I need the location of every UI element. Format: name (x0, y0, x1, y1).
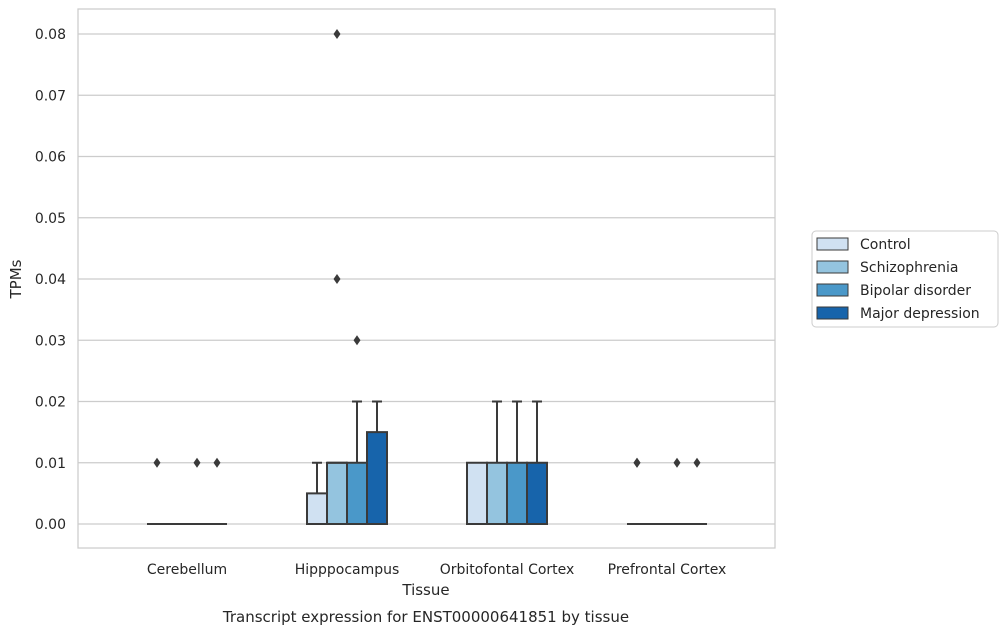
outlier-point (633, 457, 641, 468)
box-group (667, 457, 687, 525)
plot-frame (77, 8, 776, 549)
x-axis-label: Tissue (401, 581, 449, 599)
box-group (326, 29, 348, 525)
box-rect (506, 461, 528, 525)
box-group (486, 400, 508, 525)
y-tick-label: 0.07 (35, 88, 66, 104)
box-group (187, 457, 207, 525)
y-tick-label: 0.08 (35, 27, 66, 43)
x-tick-label: Cerebellum (147, 562, 227, 578)
box-plot-layer (147, 29, 707, 525)
y-tick-label: 0.05 (35, 211, 66, 227)
x-tick-label: Orbitofontal Cortex (440, 562, 575, 578)
box-rect (366, 431, 388, 525)
legend-label: Major depression (860, 306, 980, 322)
outlier-point (213, 457, 221, 468)
box-rect (346, 461, 368, 525)
box-group (366, 400, 388, 525)
legend-label: Control (860, 237, 911, 253)
y-tick-label: 0.02 (35, 395, 66, 411)
box-group (526, 400, 548, 525)
legend: Control Schizophrenia Bipolar disorder Majo… (811, 230, 999, 328)
x-tick-label: Hipppocampus (295, 562, 400, 578)
legend-swatch (816, 306, 849, 320)
legend-swatch (816, 283, 849, 297)
outlier-point (693, 457, 701, 468)
box-rect (526, 461, 548, 525)
y-tick-label: 0.03 (35, 333, 66, 349)
box-group (687, 457, 707, 525)
box-group (306, 461, 328, 525)
legend-label: Schizophrenia (860, 260, 958, 276)
box-group (506, 400, 528, 525)
outlier-point (333, 274, 341, 284)
box-rect (306, 492, 328, 525)
box-rect (326, 461, 348, 525)
grid-lines (78, 33, 775, 525)
box-group (627, 457, 647, 525)
chart-caption: Transcript expression for ENST0000064185… (222, 608, 629, 626)
outlier-point (153, 457, 161, 468)
y-tick-label: 0.04 (35, 272, 66, 288)
x-tick-label: Prefrontal Cortex (608, 562, 727, 578)
box-group (147, 457, 167, 525)
y-axis-ticks: 0.00 0.01 0.02 0.03 0.04 0.05 0.06 0.07 0.08 (35, 27, 66, 533)
x-axis-ticks: Cerebellum Hipppocampus Orbitofontal Corte… (147, 562, 726, 578)
box-rect (486, 461, 508, 525)
outlier-point (193, 457, 201, 468)
outlier-point (333, 29, 341, 39)
legend-swatch (816, 260, 849, 274)
box-group (466, 461, 488, 525)
outlier-point (673, 457, 681, 468)
legend-label: Bipolar disorder (860, 283, 971, 299)
box-group (346, 335, 368, 525)
outlier-point (353, 335, 361, 346)
y-axis-label: TPMs (7, 259, 25, 299)
legend-frame (811, 230, 999, 328)
box-group (207, 457, 227, 525)
box-rect (466, 461, 488, 525)
legend-swatch (816, 237, 849, 251)
y-tick-label: 0.01 (35, 456, 66, 472)
y-tick-label: 0.00 (35, 517, 66, 533)
y-tick-label: 0.06 (35, 150, 66, 166)
